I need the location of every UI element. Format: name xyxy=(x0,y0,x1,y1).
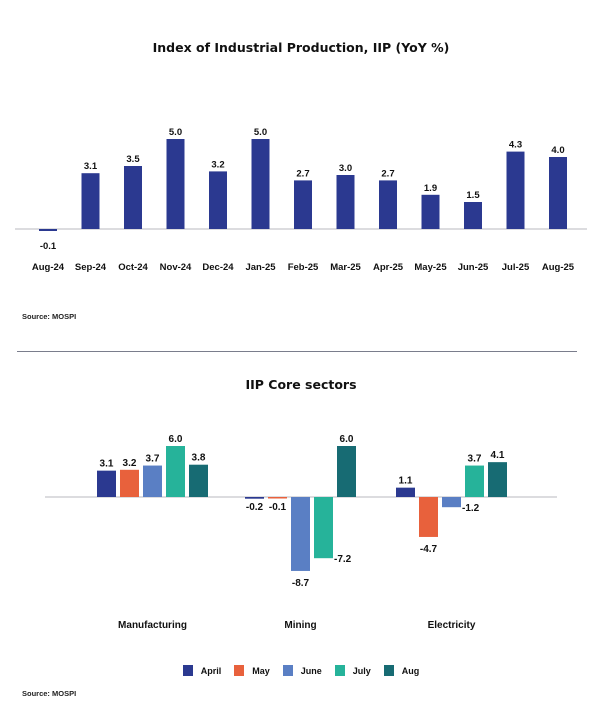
category-label: Mining xyxy=(284,620,316,631)
data-label: 3.7 xyxy=(146,454,160,465)
x-tick-label: Aug-25 xyxy=(542,262,575,273)
bar-electricity-april xyxy=(396,487,415,497)
bar-manufacturing-april xyxy=(97,470,116,497)
bar-electricity-aug xyxy=(488,462,507,497)
bar-nov-24 xyxy=(166,139,185,229)
legend-swatch xyxy=(234,665,245,676)
data-label: -8.7 xyxy=(292,578,310,589)
bar-may-25 xyxy=(421,194,440,229)
data-label: 4.0 xyxy=(551,145,564,156)
category-label: Manufacturing xyxy=(118,620,187,631)
bar-apr-25 xyxy=(379,180,397,229)
legend-item-july: July xyxy=(334,665,371,676)
bar-manufacturing-may xyxy=(120,469,139,497)
x-tick-label: May-25 xyxy=(414,262,447,273)
x-tick-label: Jun-25 xyxy=(458,262,489,273)
legend-item-june: June xyxy=(282,665,322,676)
bar-electricity-june xyxy=(442,497,461,508)
x-tick-label: Jul-25 xyxy=(502,262,530,273)
bottom-chart-source: Source: MOSPI xyxy=(22,689,77,698)
x-tick-label: Nov-24 xyxy=(160,262,192,273)
x-tick-label: Dec-24 xyxy=(202,262,234,273)
bar-sep-24 xyxy=(81,173,100,229)
bottom-chart-title: IIP Core sectors xyxy=(245,377,357,392)
data-label: 6.0 xyxy=(340,434,354,445)
top-chart-source: Source: MOSPI xyxy=(22,312,77,321)
data-label: 3.2 xyxy=(211,159,224,170)
legend-label: May xyxy=(252,665,270,676)
data-label: 2.7 xyxy=(381,168,394,179)
bar-mining-june xyxy=(291,497,310,571)
x-tick-label: Feb-25 xyxy=(288,262,319,273)
legend-swatch xyxy=(182,665,193,676)
legend-label: April xyxy=(200,665,222,676)
data-label: 3.5 xyxy=(126,154,140,165)
data-label: 3.1 xyxy=(100,459,114,470)
x-tick-label: Sep-24 xyxy=(75,262,107,273)
data-label: -0.1 xyxy=(40,241,57,252)
bar-dec-24 xyxy=(209,171,227,229)
data-label: 3.1 xyxy=(84,161,98,172)
bar-jan-25 xyxy=(251,139,270,229)
x-tick-label: Aug-24 xyxy=(32,262,65,273)
bar-mining-july xyxy=(314,497,333,559)
data-label: 4.1 xyxy=(491,450,505,461)
x-tick-label: Jan-25 xyxy=(245,262,276,273)
legend-item-aug: Aug xyxy=(383,665,420,676)
legend-swatch xyxy=(383,665,394,676)
bar-mining-may xyxy=(268,497,287,499)
bar-feb-25 xyxy=(294,180,312,229)
bar-manufacturing-aug xyxy=(189,464,208,497)
bar-mar-25 xyxy=(336,175,355,229)
bar-jun-25 xyxy=(464,202,482,229)
bar-electricity-may xyxy=(419,497,438,537)
data-label: 5.0 xyxy=(169,127,182,138)
x-tick-label: Apr-25 xyxy=(373,262,404,273)
legend-item-april: April xyxy=(182,665,222,676)
legend-label: Aug xyxy=(401,665,420,676)
data-label: -7.2 xyxy=(334,554,352,565)
iip-yoy-bar-chart: -0.1 Aug-24 3.1 Sep-24 3.5 Oct-24 5.0 Nov-24 3.2… xyxy=(15,127,587,273)
bar-manufacturing-july xyxy=(166,446,185,497)
bar-aug-25 xyxy=(549,157,567,229)
data-label: 4.3 xyxy=(509,140,522,151)
x-tick-label: Oct-24 xyxy=(118,262,148,273)
legend-label: June xyxy=(300,665,322,676)
data-label: 1.1 xyxy=(399,476,413,487)
data-label: 3.8 xyxy=(192,453,206,464)
data-label: -4.7 xyxy=(420,544,438,555)
legend-swatch xyxy=(282,665,293,676)
data-label: 3.2 xyxy=(123,458,137,469)
bar-electricity-july xyxy=(465,465,484,497)
data-label: -0.1 xyxy=(269,502,287,513)
data-label: 5.0 xyxy=(254,127,267,138)
legend-item-may: May xyxy=(234,665,270,676)
chart-legend: April May June July Aug xyxy=(0,665,602,676)
data-label: -1.2 xyxy=(462,503,480,514)
legend-swatch xyxy=(334,665,345,676)
legend-label: July xyxy=(352,665,371,676)
bar-mining-aug xyxy=(337,446,356,497)
data-label: 3.0 xyxy=(339,163,352,174)
top-chart-title: Index of Industrial Production, IIP (YoY… xyxy=(152,40,450,55)
data-label: 1.5 xyxy=(466,190,480,201)
data-label: 1.9 xyxy=(424,183,437,194)
data-label: 2.7 xyxy=(296,168,309,179)
bar-aug-24 xyxy=(39,229,57,231)
bar-jul-25 xyxy=(506,151,525,229)
bar-oct-24 xyxy=(124,166,142,229)
data-label: 6.0 xyxy=(169,434,183,445)
section-divider xyxy=(17,351,577,352)
bar-mining-april xyxy=(245,497,264,499)
bar-manufacturing-june xyxy=(143,465,162,497)
data-label: -0.2 xyxy=(246,502,264,513)
x-tick-label: Mar-25 xyxy=(330,262,361,273)
data-label: 3.7 xyxy=(468,454,482,465)
category-label: Electricity xyxy=(428,620,476,631)
